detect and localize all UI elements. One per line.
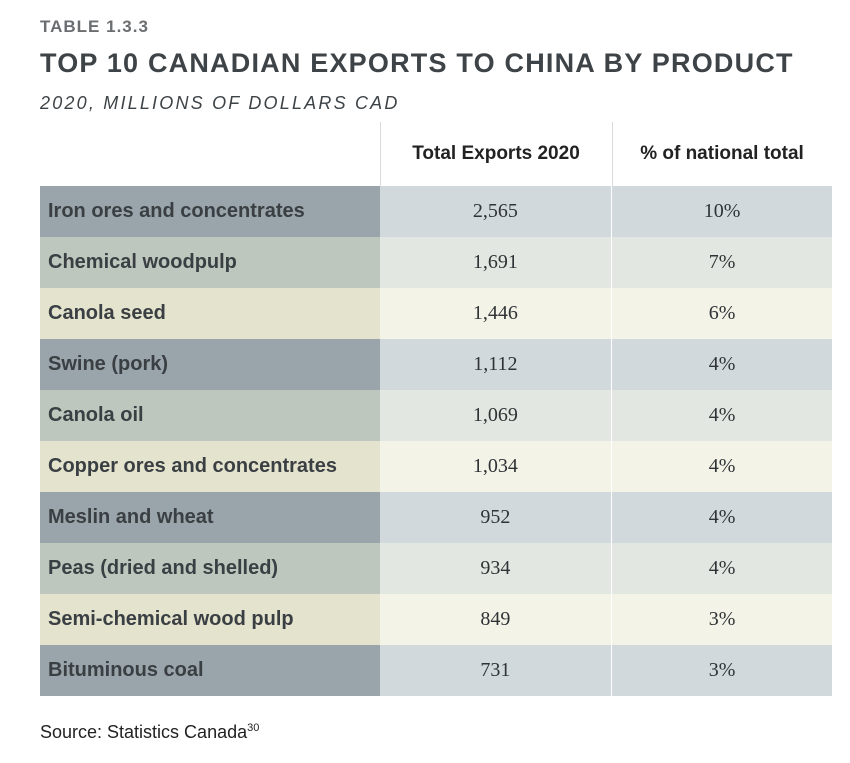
table-row: Iron ores and concentrates 2,565 10% [40, 186, 832, 237]
table-row: Canola oil 1,069 4% [40, 390, 832, 441]
percent-cell: 3% [612, 645, 832, 696]
table-subtitle: 2020, MILLIONS OF DOLLARS CAD [40, 93, 400, 113]
cell-divider [611, 594, 613, 645]
percent-cell: 4% [612, 492, 832, 543]
source-text: Source: Statistics Canada [40, 722, 248, 742]
table-body: Iron ores and concentrates 2,565 10% Che… [40, 186, 832, 696]
table-row: Peas (dried and shelled) 934 4% [40, 543, 832, 594]
cell-divider [611, 441, 613, 492]
cell-divider [611, 543, 613, 594]
product-cell: Iron ores and concentrates [40, 186, 380, 237]
column-header-percent: % of national total [640, 143, 804, 164]
cell-divider [611, 339, 613, 390]
table-row: Meslin and wheat 952 4% [40, 492, 832, 543]
product-cell: Bituminous coal [40, 645, 380, 696]
cell-divider [611, 186, 613, 237]
exports-cell: 1,446 [379, 288, 612, 339]
table-row: Chemical woodpulp 1,691 7% [40, 237, 832, 288]
percent-cell: 4% [612, 543, 832, 594]
table-row: Bituminous coal 731 3% [40, 645, 832, 696]
product-cell: Chemical woodpulp [40, 237, 380, 288]
exports-cell: 1,112 [379, 339, 612, 390]
product-cell: Peas (dried and shelled) [40, 543, 380, 594]
table-number: TABLE 1.3.3 [40, 17, 149, 36]
cell-divider [611, 390, 613, 441]
source-note: Source: Statistics Canada30 [40, 722, 259, 743]
percent-cell: 4% [612, 390, 832, 441]
table-row: Canola seed 1,446 6% [40, 288, 832, 339]
exports-cell: 1,691 [379, 237, 612, 288]
exports-cell: 1,034 [379, 441, 612, 492]
exports-cell: 2,565 [379, 186, 612, 237]
percent-cell: 7% [612, 237, 832, 288]
cell-divider [611, 288, 613, 339]
percent-cell: 3% [612, 594, 832, 645]
table-row: Copper ores and concentrates 1,034 4% [40, 441, 832, 492]
exports-cell: 934 [379, 543, 612, 594]
product-cell: Semi-chemical wood pulp [40, 594, 380, 645]
percent-cell: 4% [612, 441, 832, 492]
table-title: TOP 10 CANADIAN EXPORTS TO CHINA BY PROD… [40, 48, 794, 78]
footnote-marker: 30 [247, 722, 260, 734]
exports-cell: 1,069 [379, 390, 612, 441]
exports-cell: 952 [379, 492, 612, 543]
table-row: Swine (pork) 1,112 4% [40, 339, 832, 390]
percent-cell: 4% [612, 339, 832, 390]
percent-cell: 10% [612, 186, 832, 237]
product-cell: Swine (pork) [40, 339, 380, 390]
exports-cell: 731 [379, 645, 612, 696]
cell-divider [611, 492, 613, 543]
cell-divider [611, 645, 613, 696]
cell-divider [611, 237, 613, 288]
product-cell: Canola oil [40, 390, 380, 441]
product-cell: Meslin and wheat [40, 492, 380, 543]
column-header-exports: Total Exports 2020 [412, 143, 580, 164]
percent-cell: 6% [612, 288, 832, 339]
table-row: Semi-chemical wood pulp 849 3% [40, 594, 832, 645]
product-cell: Canola seed [40, 288, 380, 339]
exports-cell: 849 [379, 594, 612, 645]
product-cell: Copper ores and concentrates [40, 441, 380, 492]
